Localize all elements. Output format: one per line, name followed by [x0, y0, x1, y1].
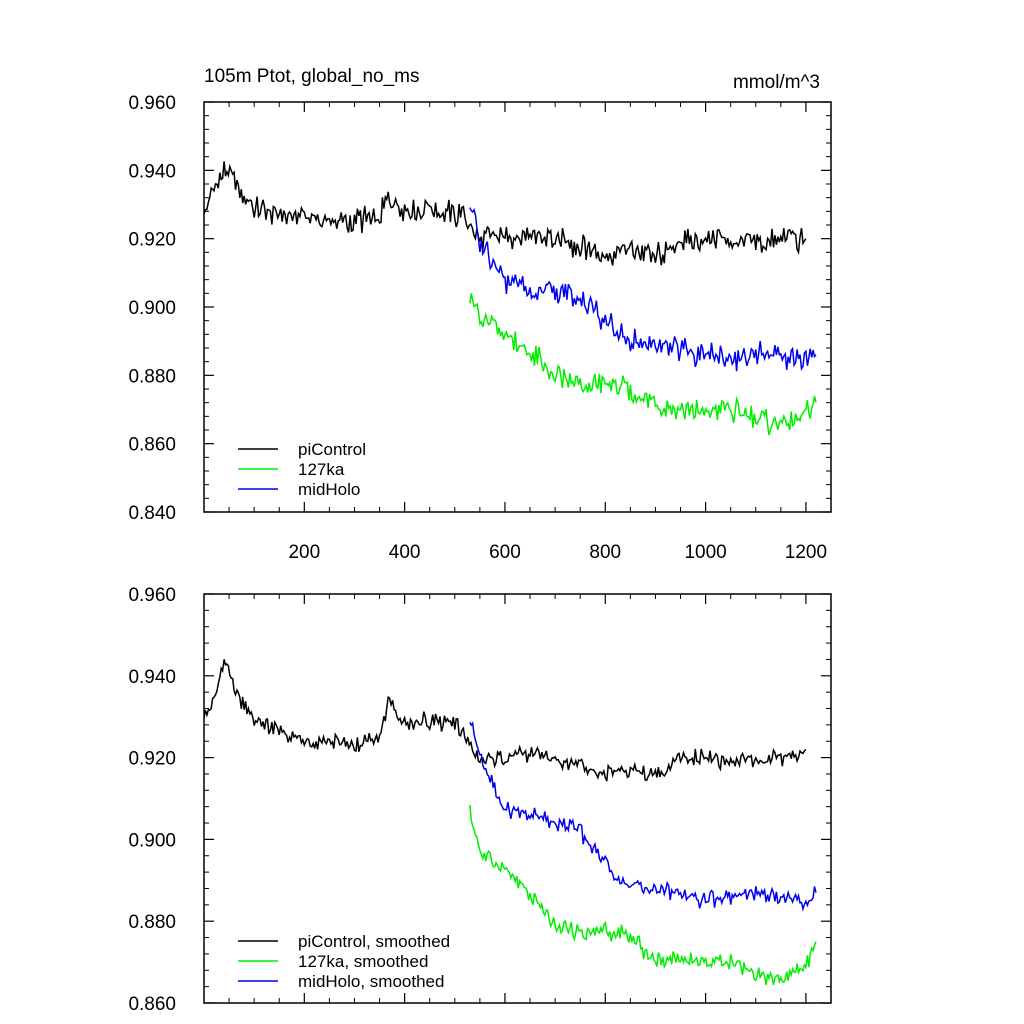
y-tick-label: 0.920: [128, 749, 176, 770]
legend-label: piControl: [298, 440, 366, 459]
y-tick-label: 0.880: [128, 366, 176, 387]
y-tick-label: 0.940: [128, 161, 176, 182]
x-tick-label: 1200: [785, 542, 827, 563]
series-line-127ka: [469, 293, 817, 436]
top-panel: 0.840 0.860 0.880 0.900 0.920 0.940 0.960 200 40…: [128, 93, 832, 563]
bottom-panel: 0.860 0.880 0.900 0.920 0.940 0.960 piControl,…: [128, 585, 832, 1015]
x-tick-label: 600: [489, 542, 521, 563]
x-tick-label: 1000: [684, 542, 726, 563]
legend-label: midHolo: [298, 480, 360, 499]
x-tick-label: 400: [389, 542, 421, 563]
y-tick-label: 0.920: [128, 230, 176, 251]
units-label: mmol/m^3: [733, 72, 820, 93]
y-tick-label: 0.860: [128, 435, 176, 456]
series-line-127ka-smoothed: [469, 805, 817, 985]
y-tick-label: 0.900: [128, 830, 176, 851]
plot-frame: [203, 593, 832, 1004]
y-tick-label: 0.860: [128, 994, 176, 1015]
y-tick-label: 0.960: [128, 585, 176, 606]
series-line-midholo-smoothed: [469, 721, 817, 912]
y-tick-label: 0.940: [128, 667, 176, 688]
y-tick-label: 0.960: [128, 93, 176, 114]
y-tick-label: 0.840: [128, 503, 176, 524]
x-tick-label: 800: [589, 542, 621, 563]
series-line-picontrol-smoothed: [204, 659, 807, 782]
x-tick-label: 200: [288, 542, 320, 563]
legend-label: midHolo, smoothed: [298, 972, 444, 991]
series-line-midholo: [469, 207, 817, 372]
legend-label: 127ka: [298, 460, 345, 479]
chart-title: 105m Ptot, global_no_ms: [204, 66, 419, 87]
legend-label: 127ka, smoothed: [298, 952, 428, 971]
legend-label: piControl, smoothed: [298, 932, 450, 951]
y-tick-label: 0.900: [128, 298, 176, 319]
y-tick-label: 0.880: [128, 912, 176, 933]
series-line-picontrol: [204, 161, 807, 266]
